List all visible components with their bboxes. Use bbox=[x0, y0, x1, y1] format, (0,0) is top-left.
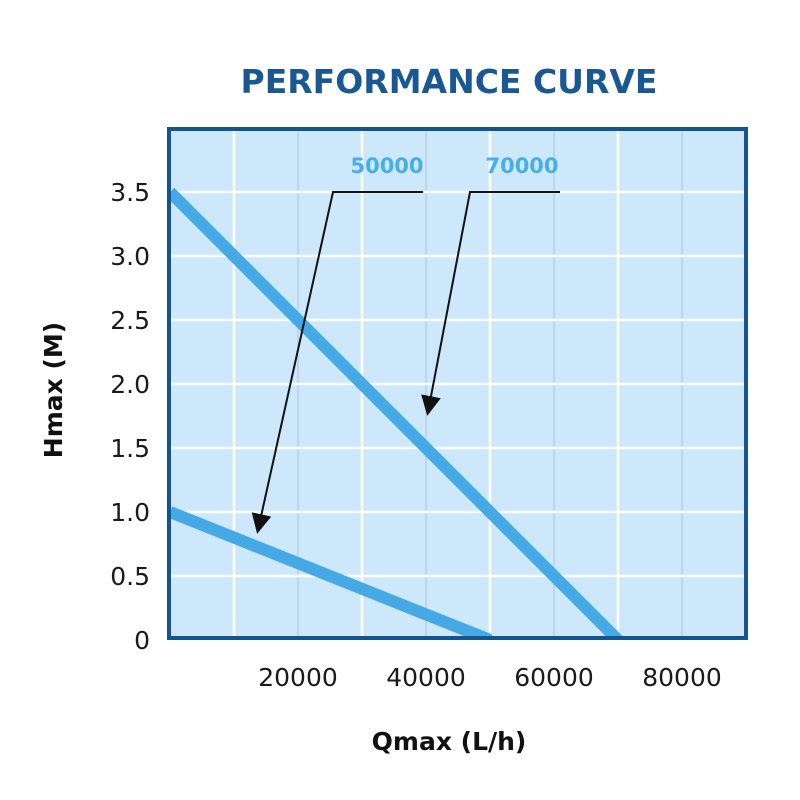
plot-frame bbox=[167, 127, 748, 640]
chart-title: PERFORMANCE CURVE bbox=[241, 62, 658, 101]
y-tick-label: 3.5 bbox=[110, 178, 150, 207]
x-axis-ticks: 20000 40000 60000 80000 bbox=[258, 663, 722, 692]
y-axis-label: Hmax (M) bbox=[39, 322, 68, 458]
y-tick-label: 2.5 bbox=[110, 306, 150, 335]
leader-arrow-70000 bbox=[421, 191, 560, 416]
leader-arrow-50000 bbox=[251, 191, 423, 534]
curves bbox=[169, 187, 623, 638]
x-tick-label: 80000 bbox=[642, 663, 722, 692]
annotations: 50000 70000 bbox=[251, 154, 560, 534]
series-line-70000 bbox=[169, 187, 623, 638]
y-axis-ticks: 0 0.5 1.0 1.5 2.0 2.5 3.0 3.5 bbox=[110, 178, 150, 655]
x-tick-label: 40000 bbox=[386, 663, 466, 692]
y-tick-label: 0.5 bbox=[110, 562, 150, 591]
y-tick-label: 0 bbox=[134, 626, 150, 655]
y-tick-label: 1.0 bbox=[110, 498, 150, 527]
y-tick-label: 1.5 bbox=[110, 434, 150, 463]
y-tick-label: 2.0 bbox=[110, 370, 150, 399]
x-tick-label: 60000 bbox=[514, 663, 594, 692]
series-label-50000: 50000 bbox=[350, 154, 423, 178]
y-tick-label: 3.0 bbox=[110, 242, 150, 271]
x-axis-label: Qmax (L/h) bbox=[372, 727, 527, 756]
x-tick-label: 20000 bbox=[258, 663, 338, 692]
series-line-50000 bbox=[169, 506, 493, 638]
series-label-70000: 70000 bbox=[485, 154, 558, 178]
